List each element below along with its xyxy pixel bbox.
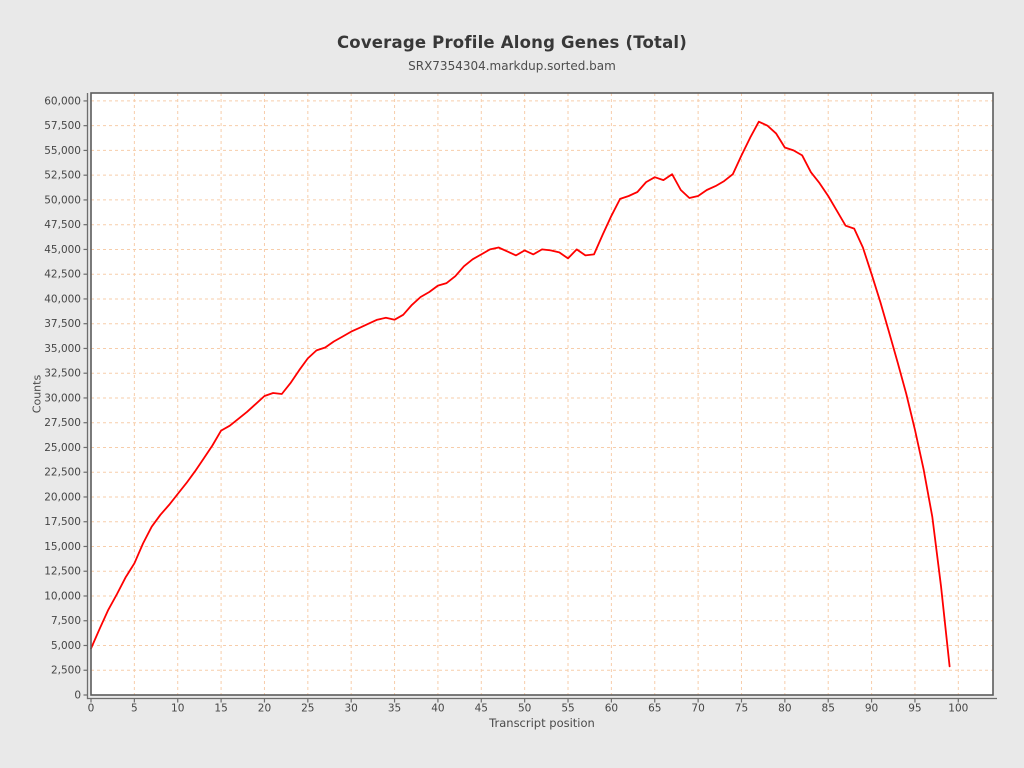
x-tick-label: 60: [605, 703, 618, 715]
x-tick-label: 65: [648, 703, 661, 715]
y-tick-label: 55,000: [44, 145, 81, 157]
y-tick-label: 17,500: [44, 516, 81, 528]
y-tick-label: 52,500: [44, 170, 81, 182]
y-tick-label: 50,000: [44, 194, 81, 206]
x-tick-label: 0: [88, 703, 95, 715]
y-tick-label: 40,000: [44, 293, 81, 305]
coverage-line-total: [90, 120, 951, 668]
x-tick-label: 20: [258, 703, 271, 715]
x-tick-label: 70: [691, 703, 704, 715]
x-tick-label: 50: [518, 703, 531, 715]
y-tick-label: 5,000: [51, 640, 81, 652]
x-tick-label: 45: [475, 703, 488, 715]
x-tick-label: 40: [431, 703, 444, 715]
x-tick-label: 75: [735, 703, 748, 715]
y-tick-label: 7,500: [51, 615, 81, 627]
x-tick-label: 95: [908, 703, 921, 715]
y-tick-label: 20,000: [44, 491, 81, 503]
x-tick-label: 85: [822, 703, 835, 715]
y-tick-label: 42,500: [44, 269, 81, 281]
y-tick-label: 10,000: [44, 590, 81, 602]
y-tick-label: 32,500: [44, 368, 81, 380]
y-tick-label: 2,500: [51, 665, 81, 677]
y-tick-label: 47,500: [44, 219, 81, 231]
x-tick-label: 100: [948, 703, 968, 715]
x-tick-label: 80: [778, 703, 791, 715]
y-tick-label: 22,500: [44, 467, 81, 479]
x-tick-label: 30: [345, 703, 358, 715]
y-axis-title: Counts: [30, 374, 44, 414]
chart-title: Coverage Profile Along Genes (Total): [336, 33, 688, 52]
y-tick-label: 0: [74, 690, 81, 702]
x-tick-label: 15: [214, 703, 227, 715]
chart-subtitle: SRX7354304.markdup.sorted.bam: [408, 59, 616, 73]
y-tick-label: 35,000: [44, 343, 81, 355]
y-tick-label: 30,000: [44, 392, 81, 404]
y-tick-label: 57,500: [44, 120, 81, 132]
x-axis-title: Transcript position: [489, 716, 595, 730]
y-tick-label: 60,000: [44, 95, 81, 107]
y-tick-label: 25,000: [44, 442, 81, 454]
x-tick-label: 90: [865, 703, 878, 715]
x-tick-label: 55: [561, 703, 574, 715]
y-tick-label: 27,500: [44, 417, 81, 429]
x-tick-label: 10: [171, 703, 184, 715]
x-tick-label: 35: [388, 703, 401, 715]
plot-area: [91, 93, 993, 695]
x-tick-label: 5: [131, 703, 138, 715]
y-tick-label: 45,000: [44, 244, 81, 256]
y-tick-label: 15,000: [44, 541, 81, 553]
plot-frame: [90, 92, 994, 696]
x-tick-label: 25: [301, 703, 314, 715]
y-tick-label: 37,500: [44, 318, 81, 330]
y-tick-label: 12,500: [44, 566, 81, 578]
